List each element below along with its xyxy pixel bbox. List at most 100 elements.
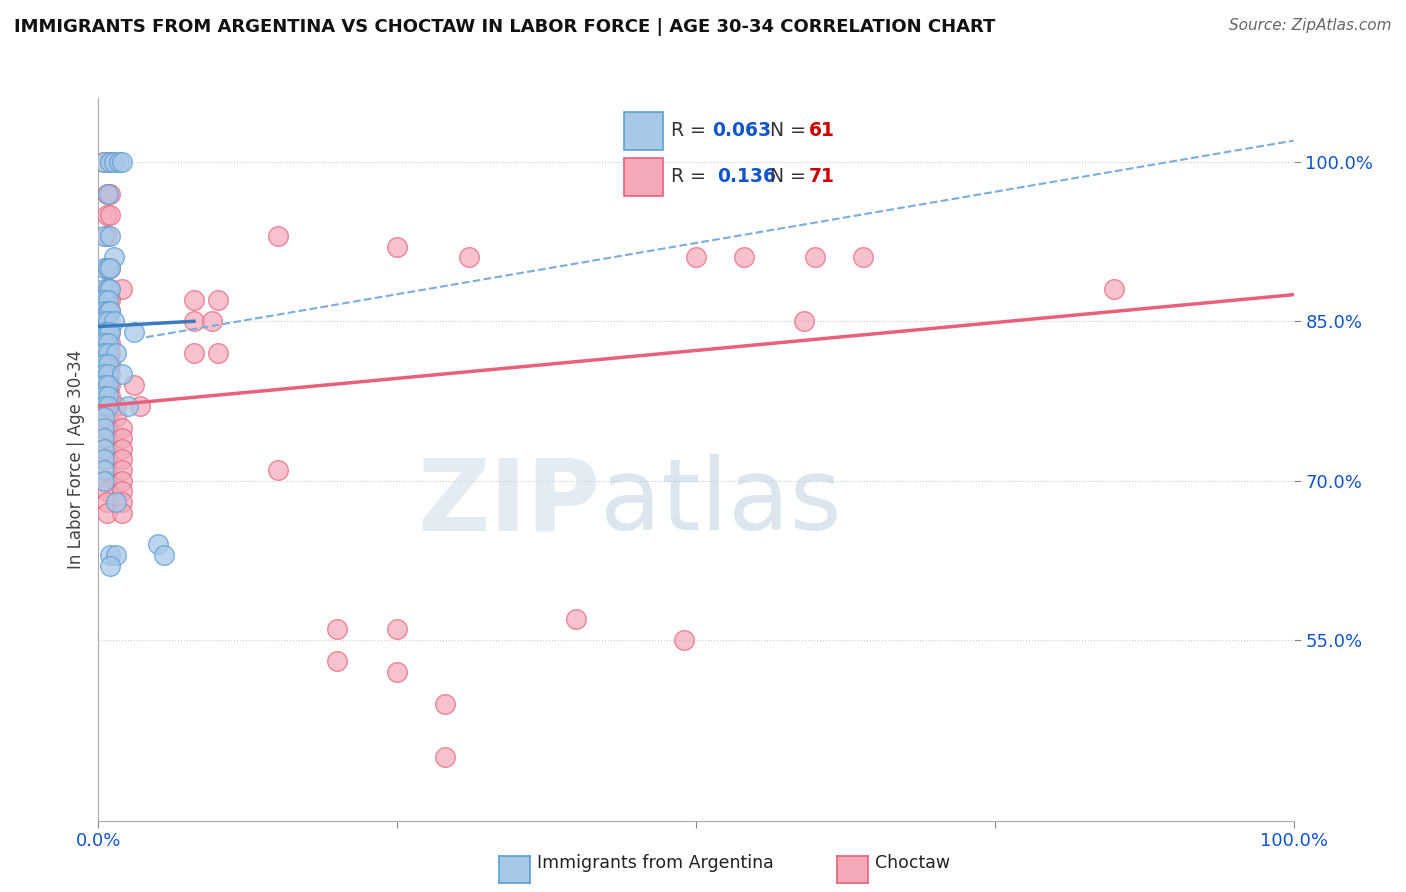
Point — [96, 452, 118, 467]
Point — [105, 346, 128, 360]
Text: N =: N = — [769, 121, 811, 140]
Point — [98, 389, 122, 403]
Point — [98, 325, 122, 339]
Point — [93, 293, 115, 307]
Point — [96, 357, 118, 371]
Point — [93, 463, 115, 477]
Point — [93, 282, 115, 296]
Point — [97, 399, 120, 413]
Point — [434, 697, 457, 711]
Point — [111, 420, 134, 434]
Point — [96, 335, 118, 350]
Point — [207, 346, 229, 360]
Point — [96, 261, 118, 276]
FancyBboxPatch shape — [624, 112, 662, 150]
Text: 71: 71 — [808, 168, 834, 186]
Point — [98, 154, 122, 169]
Point — [111, 442, 134, 456]
Point — [111, 495, 134, 509]
Point — [852, 251, 875, 265]
Point — [96, 378, 118, 392]
Point — [96, 495, 118, 509]
Point — [98, 208, 122, 222]
Point — [105, 399, 128, 413]
Point — [96, 463, 118, 477]
Point — [96, 506, 118, 520]
Point — [97, 303, 120, 318]
Point — [97, 293, 120, 307]
Point — [124, 325, 146, 339]
Point — [98, 293, 122, 307]
Point — [96, 293, 118, 307]
Text: ZIP: ZIP — [418, 454, 600, 551]
Point — [98, 303, 122, 318]
Point — [111, 154, 134, 169]
Point — [96, 389, 118, 403]
Point — [183, 346, 205, 360]
Point — [97, 186, 120, 201]
Point — [326, 654, 349, 668]
Point — [97, 282, 120, 296]
Point — [93, 389, 115, 403]
Point — [93, 357, 115, 371]
Text: R =: R = — [671, 168, 717, 186]
Point — [96, 442, 118, 456]
Point — [105, 409, 128, 424]
Point — [98, 357, 122, 371]
Text: atlas: atlas — [600, 454, 842, 551]
Point — [96, 431, 118, 445]
Point — [153, 548, 176, 562]
Text: R =: R = — [671, 121, 711, 140]
Point — [111, 452, 134, 467]
Point — [385, 665, 409, 679]
Text: Choctaw: Choctaw — [875, 855, 949, 872]
Point — [93, 154, 115, 169]
Point — [98, 325, 122, 339]
Point — [124, 378, 146, 392]
Point — [93, 474, 115, 488]
Point — [793, 314, 815, 328]
Point — [148, 537, 170, 551]
Point — [98, 261, 122, 276]
Point — [98, 186, 122, 201]
Point — [93, 154, 115, 169]
Point — [98, 378, 122, 392]
Point — [129, 399, 152, 413]
Point — [96, 346, 118, 360]
Point — [93, 399, 115, 413]
Point — [183, 293, 205, 307]
Point — [673, 633, 696, 648]
Point — [97, 261, 120, 276]
FancyBboxPatch shape — [624, 158, 662, 196]
Point — [96, 399, 118, 413]
Text: IMMIGRANTS FROM ARGENTINA VS CHOCTAW IN LABOR FORCE | AGE 30-34 CORRELATION CHAR: IMMIGRANTS FROM ARGENTINA VS CHOCTAW IN … — [14, 18, 995, 36]
Point — [93, 378, 115, 392]
Point — [804, 251, 827, 265]
Point — [96, 303, 118, 318]
Point — [93, 346, 115, 360]
Point — [98, 346, 122, 360]
Point — [207, 293, 229, 307]
Point — [98, 368, 122, 382]
Point — [96, 229, 118, 244]
Point — [98, 335, 122, 350]
Point — [111, 431, 134, 445]
Point — [565, 612, 588, 626]
Y-axis label: In Labor Force | Age 30-34: In Labor Force | Age 30-34 — [66, 350, 84, 569]
Point — [98, 229, 122, 244]
Point — [93, 442, 115, 456]
Text: 0.063: 0.063 — [713, 121, 772, 140]
Point — [96, 474, 118, 488]
Point — [434, 750, 457, 764]
Point — [267, 229, 290, 244]
Point — [97, 314, 120, 328]
Point — [96, 208, 118, 222]
Point — [98, 548, 122, 562]
Text: 61: 61 — [808, 121, 834, 140]
Point — [96, 484, 118, 499]
Point — [103, 314, 125, 328]
Point — [97, 335, 120, 350]
Point — [103, 251, 125, 265]
Point — [98, 282, 122, 296]
Point — [93, 335, 115, 350]
